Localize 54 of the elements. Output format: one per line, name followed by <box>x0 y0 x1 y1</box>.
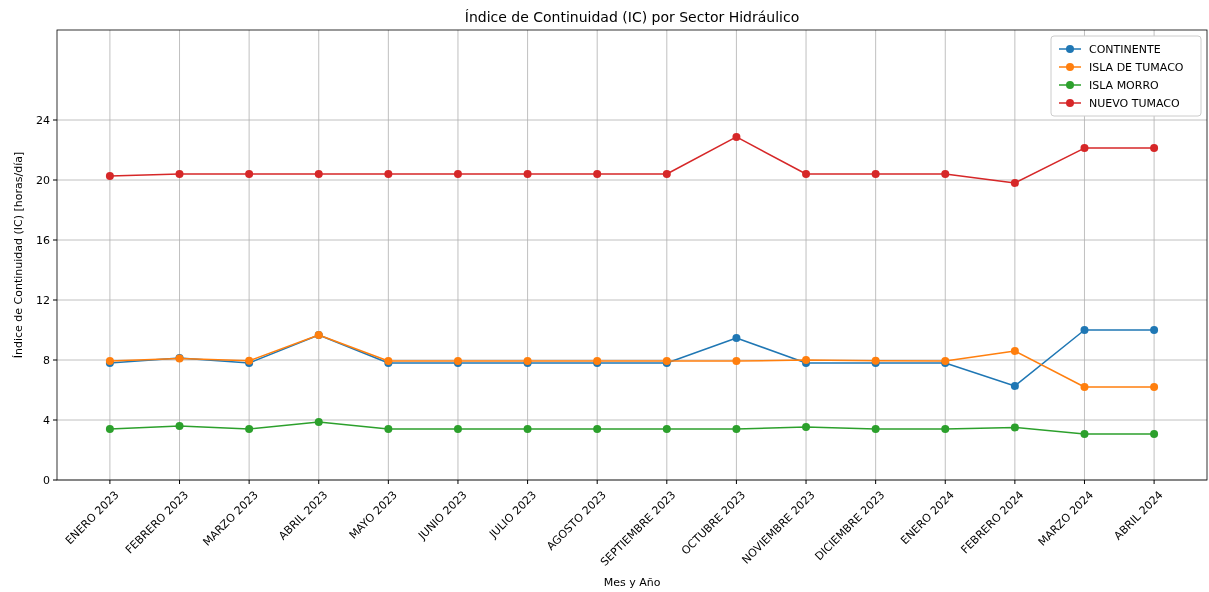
point <box>384 425 393 433</box>
point <box>871 170 880 178</box>
point <box>802 170 811 178</box>
point <box>1010 179 1019 187</box>
point <box>245 170 254 178</box>
point <box>593 425 602 433</box>
point <box>175 422 184 430</box>
y-tick-label: 4 <box>43 413 50 427</box>
point <box>384 170 393 178</box>
chart-title: Índice de Continuidad (IC) por Sector Hidráulico <box>464 9 800 25</box>
point <box>1150 383 1159 391</box>
legend-label: NUEVO TUMACO <box>1089 96 1180 110</box>
point <box>1080 326 1089 334</box>
point <box>1150 429 1159 438</box>
legend-label: ISLA MORRO <box>1089 78 1160 92</box>
point <box>732 425 741 433</box>
point <box>245 425 254 433</box>
point <box>105 425 114 433</box>
point <box>523 425 532 433</box>
point <box>941 170 950 178</box>
point <box>1150 144 1159 153</box>
point <box>1080 429 1089 438</box>
y-tick-label: 24 <box>36 113 50 127</box>
point <box>593 170 602 178</box>
point <box>732 132 741 141</box>
y-tick-label: 20 <box>36 173 50 187</box>
legend-label: ISLA DE TUMACO <box>1089 60 1184 74</box>
x-axis-title: Mes y Año <box>603 576 661 589</box>
point <box>941 425 950 433</box>
point <box>453 170 462 178</box>
point <box>523 170 532 178</box>
point <box>1150 326 1159 334</box>
point <box>453 425 462 433</box>
point <box>871 425 880 433</box>
point <box>105 171 114 180</box>
point <box>1010 423 1019 432</box>
legend-label: CONTINENTE <box>1089 42 1161 56</box>
point <box>662 425 671 433</box>
point <box>732 357 741 366</box>
point <box>1080 144 1089 153</box>
point <box>1080 383 1089 391</box>
point <box>732 333 741 342</box>
y-tick-label: 8 <box>43 353 50 367</box>
y-axis-title: Índice de Continuidad (IC) [horas/día] <box>12 151 25 359</box>
y-tick-label: 0 <box>43 473 50 487</box>
point <box>662 170 671 178</box>
point <box>1010 347 1019 355</box>
point <box>1010 381 1019 390</box>
point <box>175 170 184 178</box>
point <box>802 423 811 432</box>
y-tick-label: 16 <box>36 233 50 247</box>
y-tick-label: 12 <box>36 293 50 307</box>
point <box>314 170 323 178</box>
point <box>314 417 323 426</box>
